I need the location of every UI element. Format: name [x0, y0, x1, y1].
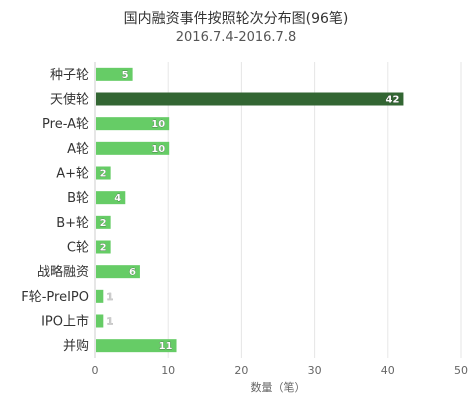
bar	[96, 92, 404, 106]
category-label: C轮	[67, 241, 89, 256]
chart-title: 国内融资事件按照轮次分布图(96笔)	[123, 11, 349, 27]
bar	[96, 67, 133, 81]
data-label: 11	[159, 341, 173, 352]
data-label: 42	[386, 95, 400, 106]
x-tick-label: 40	[381, 364, 395, 377]
bar	[96, 166, 111, 180]
bar	[96, 265, 140, 279]
bar	[96, 117, 170, 131]
category-label: A轮	[67, 142, 89, 157]
x-tick-label: 20	[234, 364, 248, 377]
bar	[96, 240, 111, 254]
x-tick-label: 10	[161, 364, 175, 377]
data-label: 1	[106, 292, 113, 303]
category-label: 战略融资	[37, 264, 89, 280]
category-label: 种子轮	[50, 68, 89, 83]
x-axis-title: 数量（笔）	[251, 380, 306, 394]
bar	[96, 314, 104, 328]
bar	[96, 191, 126, 205]
category-label: A+轮	[56, 167, 89, 182]
data-label: 10	[151, 144, 165, 155]
bar	[96, 215, 111, 229]
x-tick-label: 30	[308, 364, 322, 377]
x-tick-label: 0	[92, 364, 99, 377]
bar	[96, 339, 177, 353]
data-label: 1	[106, 317, 113, 328]
data-label: 2	[100, 243, 107, 254]
data-label: 2	[100, 169, 107, 180]
category-label: B轮	[67, 191, 89, 206]
category-label: Pre-A轮	[42, 117, 89, 132]
data-label: 4	[114, 193, 121, 204]
bar	[96, 141, 170, 155]
bar	[96, 289, 104, 303]
x-tick-label: 50	[454, 364, 468, 377]
data-label: 6	[129, 267, 136, 278]
data-label: 10	[151, 119, 165, 130]
category-label: B+轮	[56, 216, 89, 231]
category-label: F轮-PreIPO	[21, 290, 89, 305]
data-label: 2	[100, 218, 107, 229]
chart-subtitle: 2016.7.4-2016.7.8	[175, 30, 297, 45]
data-label: 5	[122, 70, 129, 81]
category-label: 并购	[63, 338, 89, 354]
category-label: IPO上市	[41, 314, 89, 330]
category-label: 天使轮	[50, 92, 89, 108]
